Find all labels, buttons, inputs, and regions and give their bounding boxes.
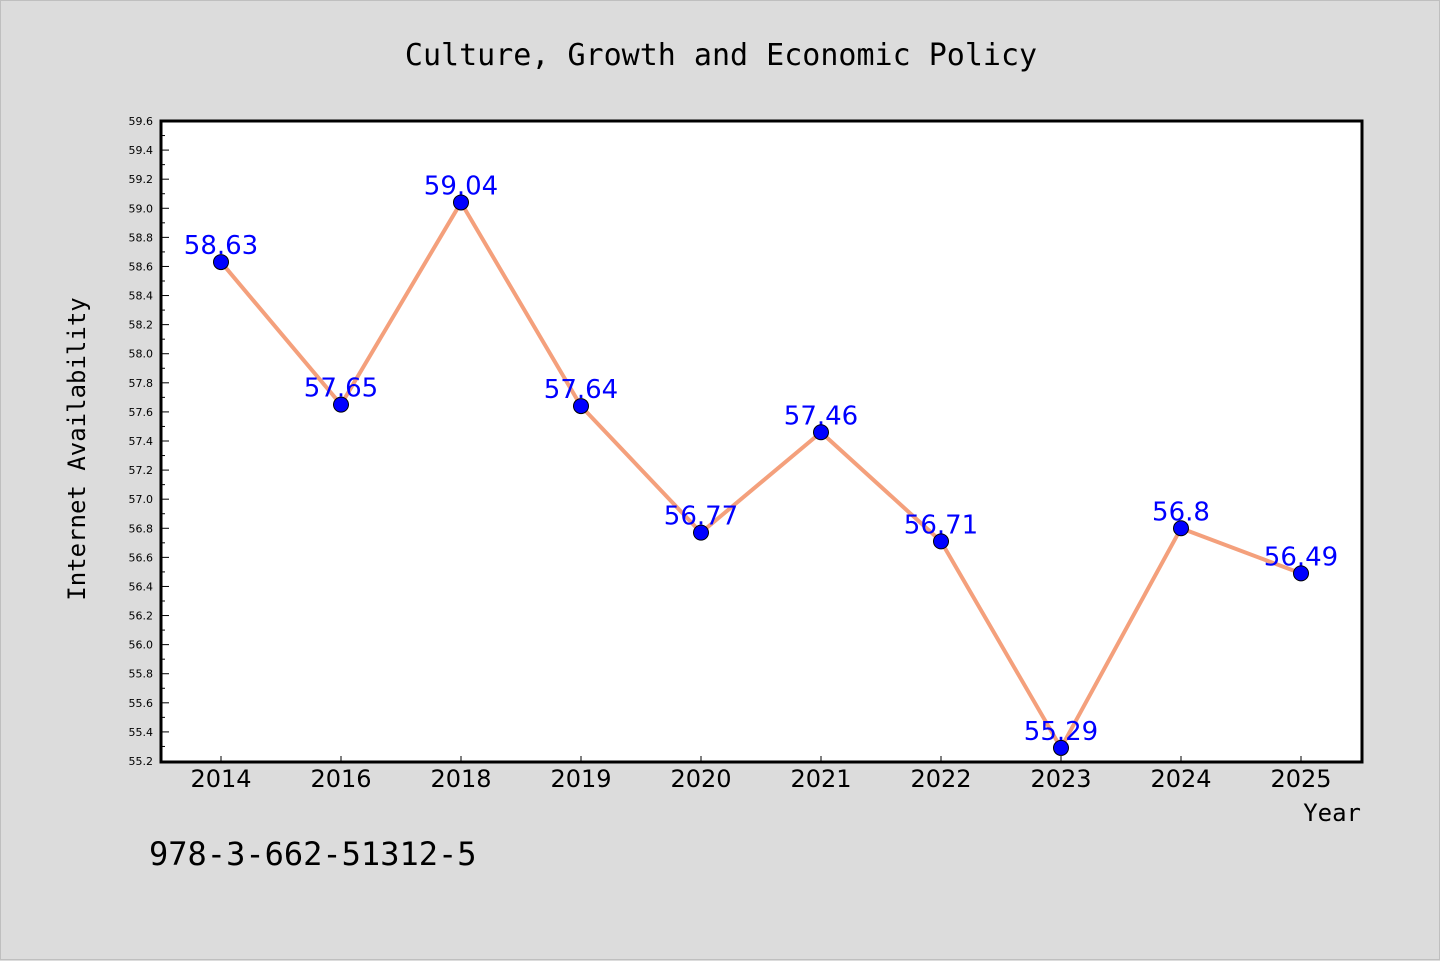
- y-tick-label: 57.8: [129, 377, 154, 390]
- series-line-group: [219, 200, 1302, 750]
- y-axis-title: Internet Availability: [63, 297, 91, 600]
- y-tick-label: 58.2: [129, 319, 154, 332]
- data-point: [1293, 565, 1309, 582]
- data-point: [573, 398, 589, 415]
- y-tick-label: 55.8: [129, 668, 154, 681]
- data-label: 57.46: [784, 401, 858, 431]
- x-tick-label: 2014: [190, 765, 251, 793]
- x-tick-label: 2019: [550, 765, 611, 793]
- y-tick-label: 56.4: [129, 580, 154, 593]
- data-point: [813, 424, 829, 441]
- y-tick-label: 58.0: [129, 348, 154, 361]
- y-tick-label: 56.8: [129, 522, 154, 535]
- x-tick-label: 2018: [430, 765, 491, 793]
- y-tick-label: 58.4: [129, 290, 154, 303]
- chart-title: Culture, Growth and Economic Policy: [405, 38, 1037, 73]
- isbn-text: 978-3-662-51312-5: [149, 835, 477, 873]
- y-tick-label: 57.2: [129, 464, 154, 477]
- series-line: [219, 200, 1302, 750]
- data-point: [333, 396, 349, 413]
- marker-group: [213, 194, 1309, 756]
- y-tick-label: 58.6: [129, 260, 154, 273]
- data-point: [453, 194, 469, 211]
- x-tick-label: 2016: [310, 765, 371, 793]
- y-tick-label: 57.6: [129, 406, 154, 419]
- y-tick-label: 59.6: [129, 115, 154, 128]
- y-tick-label: 59.4: [129, 144, 154, 157]
- y-tick-label: 59.0: [129, 202, 154, 215]
- x-tick-label: 2025: [1270, 765, 1331, 793]
- y-tick-label: 56.6: [129, 551, 154, 564]
- y-tick-label: 55.2: [129, 755, 154, 768]
- data-label: 56.77: [664, 502, 738, 532]
- y-tick-label: 57.4: [129, 435, 154, 448]
- plot-area: [159, 119, 1364, 764]
- data-label: 55.29: [1024, 717, 1098, 747]
- data-label: 56.71: [904, 510, 978, 540]
- data-label-group: 58.63 57.65 59.04 57.64 56.77 57.46 56.71 55.29…: [184, 171, 1338, 746]
- data-label: 56.49: [1264, 542, 1338, 572]
- data-label: 57.65: [304, 374, 378, 404]
- y-tick-label: 55.6: [129, 697, 154, 710]
- y-tick-label: 58.8: [129, 231, 154, 244]
- data-label: 56.8: [1152, 497, 1210, 527]
- x-tick-label: 2021: [790, 765, 851, 793]
- data-point: [1173, 520, 1189, 537]
- y-axis: 55.2 55.4 55.6 55.8 56.0 56.2 56.4 56.6 56.8 57.0…: [129, 115, 169, 768]
- x-tick-label: 2024: [1150, 765, 1211, 793]
- x-axis: 2014 2016 2018 2019 2020 2021 2022 2023 2024 2025: [190, 756, 1332, 793]
- x-tick-label: 2022: [910, 765, 971, 793]
- y-tick-label: 56.0: [129, 639, 154, 652]
- y-tick-label: 57.0: [129, 493, 154, 506]
- x-tick-label: 2020: [670, 765, 731, 793]
- data-label: 57.64: [544, 375, 618, 405]
- y-tick-label: 59.2: [129, 173, 154, 186]
- data-point: [213, 254, 229, 271]
- x-axis-title: Year: [1303, 799, 1361, 827]
- data-label: 58.63: [184, 231, 258, 261]
- y-tick-label: 55.4: [129, 726, 154, 739]
- data-point: [693, 524, 709, 541]
- y-tick-label: 56.2: [129, 610, 154, 623]
- data-point: [933, 533, 949, 550]
- data-point: [1053, 739, 1069, 756]
- x-tick-label: 2023: [1030, 765, 1091, 793]
- data-label: 59.04: [424, 171, 498, 201]
